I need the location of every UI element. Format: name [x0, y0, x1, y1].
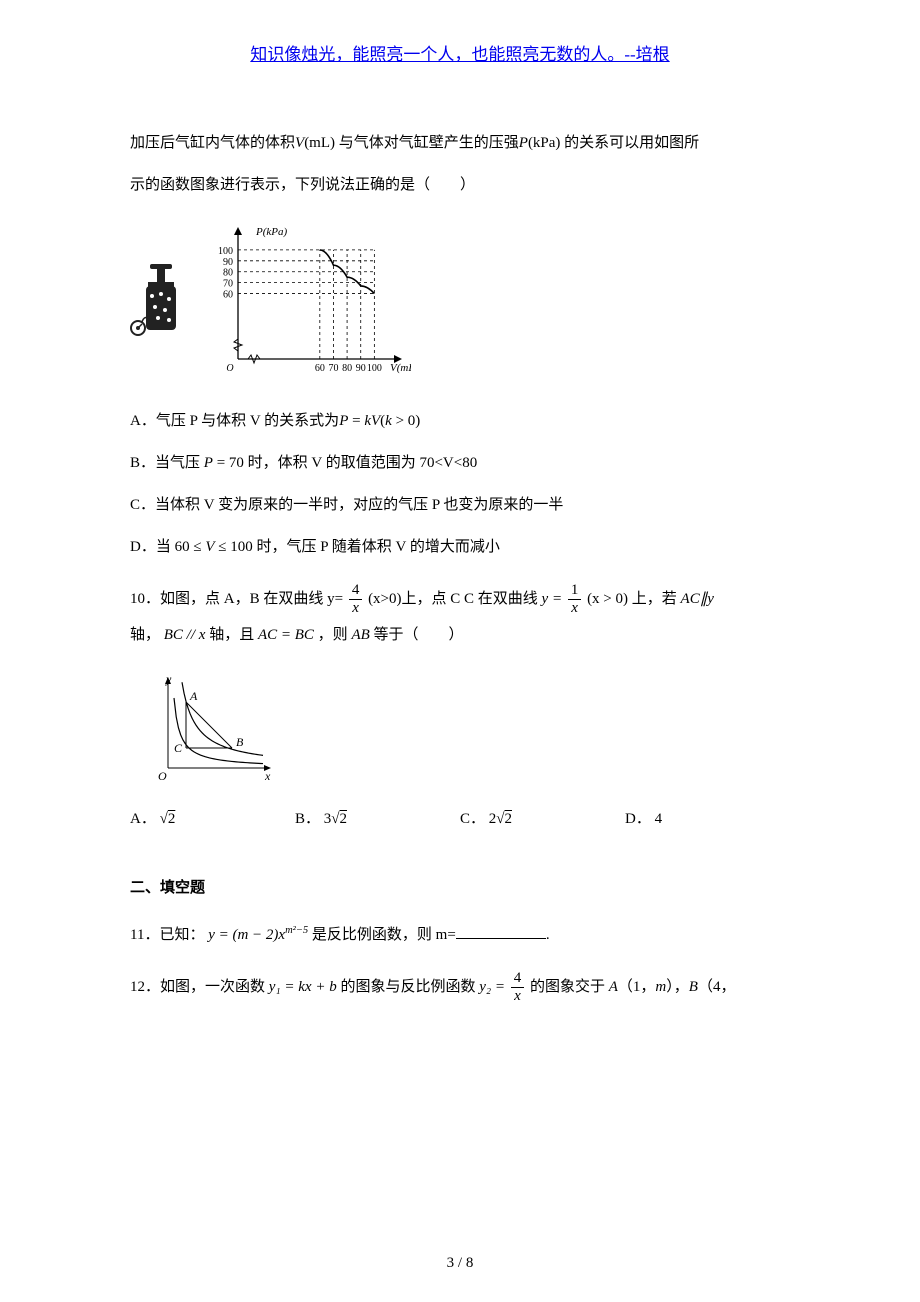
q10-s2c: ，则: [318, 627, 348, 643]
q10-s2d: 等于（ ）: [374, 627, 464, 643]
header-quote: 知识像烛光，能照亮一个人，也能照亮无数的人。--培根: [130, 40, 790, 65]
q9-option-d: D．当 60 ≤ V ≤ 100 时，气压 P 随着体积 V 的增大而减小: [130, 529, 790, 565]
q10-optD-label: D．: [625, 811, 651, 827]
q10-stem-line2: 轴， BC // x 轴，且 AC = BC ，则 AB 等于（ ）: [130, 622, 790, 649]
q9-stem-line2: 示的函数图象进行表示，下列说法正确的是（ ）: [130, 167, 790, 203]
svg-text:60: 60: [223, 290, 233, 301]
section2-heading: 二、填空题: [130, 876, 790, 897]
q10-optD-val: 4: [655, 811, 663, 827]
svg-text:x: x: [264, 769, 271, 783]
q10-optA-label: A．: [130, 811, 156, 827]
q12-tail: 的图象交于 A（1，m），B（4，: [530, 979, 736, 995]
q9-figure-row: P(kPa)V(mL) 6070809010060708090100O: [130, 219, 790, 379]
q10-figure: Oy x A B C: [150, 673, 790, 793]
svg-text:O: O: [226, 363, 233, 374]
q12-prefix: 12．如图，一次函数: [130, 979, 269, 995]
q11-suffix: 是反比例函数，则 m=: [312, 927, 456, 943]
svg-text:B: B: [236, 735, 244, 749]
svg-text:A: A: [189, 689, 198, 703]
q10-frac1-num: 4: [349, 583, 363, 600]
q11-prefix: 11．已知：: [130, 927, 204, 943]
q10-ab: AB: [351, 627, 369, 643]
q10-optB-label: B．: [295, 811, 320, 827]
q10-frac1-den: x: [349, 600, 363, 616]
q12-y1: y₁ = kx + b: [269, 979, 337, 995]
q10-frac2: 1 x: [568, 583, 582, 616]
q11-blank: [456, 924, 546, 939]
q10-optB-val: 3√2: [324, 811, 347, 827]
svg-text:O: O: [158, 769, 167, 783]
q10-stem-line1: 10．如图，点 A，B 在双曲线 y= 4 x (x>0)上，点 C C 在双曲…: [130, 583, 790, 616]
q10-s1b: (x>0)上，点 C C 在双曲线: [368, 591, 541, 607]
q10-s2b: 轴，且: [209, 627, 254, 643]
q9-stem-line1: 加压后气缸内气体的体积V(mL) 与气体对气缸壁产生的压强P(kPa) 的关系可…: [130, 125, 790, 161]
svg-text:70: 70: [223, 279, 233, 290]
svg-text:80: 80: [223, 268, 233, 279]
q10-s1c: 上，若: [632, 591, 677, 607]
q11-period: .: [546, 927, 550, 943]
q10-s2a: 轴，: [130, 627, 160, 643]
q9-option-c: C．当体积 V 变为原来的一半时，对应的气压 P 也变为原来的一半: [130, 487, 790, 523]
q10-eq: AC = BC: [258, 627, 314, 643]
q10-option-a: A． √2: [130, 807, 295, 828]
q11-exp: m²−5: [285, 925, 308, 936]
q10-frac2-pre: y =: [542, 591, 566, 607]
q10-graph: Oy x A B C: [150, 673, 275, 788]
q10-option-c: C． 2√2: [460, 807, 625, 828]
page-footer: 3 / 8: [0, 1255, 920, 1272]
svg-text:C: C: [174, 741, 183, 755]
svg-text:60: 60: [315, 363, 325, 374]
pump-icon: [130, 260, 186, 338]
q11: 11．已知： y = (m − 2)xm²−5 是反比例函数，则 m=.: [130, 917, 790, 953]
svg-text:100: 100: [367, 363, 382, 374]
q10-frac2-num: 1: [568, 583, 582, 600]
q10-frac2-den: x: [568, 600, 582, 616]
q10-s1a: 10．如图，点 A，B 在双曲线 y=: [130, 591, 343, 607]
q10-bcpar: BC // x: [164, 627, 206, 643]
q12-y2pre: y₂ =: [479, 979, 509, 995]
q9-option-a: A．气压 P 与体积 V 的关系式为P = kV(k > 0): [130, 403, 790, 439]
q12-mid: 的图象与反比例函数: [340, 979, 479, 995]
svg-text:80: 80: [342, 363, 352, 374]
q10-optC-val: 2√2: [489, 811, 512, 827]
q10-frac1: 4 x: [349, 583, 363, 616]
q11-expr: y = (m − 2)x: [208, 927, 285, 943]
q12: 12．如图，一次函数 y₁ = kx + b 的图象与反比例函数 y₂ = 4 …: [130, 971, 790, 1004]
svg-text:100: 100: [218, 246, 233, 257]
q9-option-b: B．当气压 P = 70 时，体积 V 的取值范围为 70<V<80: [130, 445, 790, 481]
q9-stem-text1: 加压后气缸内气体的体积V(mL) 与气体对气缸壁产生的压强P(kPa) 的关系可…: [130, 135, 699, 151]
svg-text:P(kPa): P(kPa): [255, 226, 287, 238]
svg-text:V(mL): V(mL): [390, 362, 411, 374]
q10-optA-val: √2: [160, 811, 176, 827]
q10-options: A． √2 B． 3√2 C． 2√2 D． 4: [130, 807, 790, 828]
svg-text:90: 90: [356, 363, 366, 374]
svg-text:90: 90: [223, 257, 233, 268]
svg-text:70: 70: [328, 363, 338, 374]
q10-option-d: D． 4: [625, 807, 790, 828]
q10-frac2-suf: (x > 0): [587, 591, 628, 607]
pv-chart: P(kPa)V(mL) 6070809010060708090100O: [206, 219, 411, 379]
q12-frac-den: x: [511, 988, 525, 1004]
q12-frac: 4 x: [511, 971, 525, 1004]
q10-acpar: AC∥y: [681, 591, 714, 607]
svg-text:y: y: [165, 673, 172, 686]
q10-option-b: B． 3√2: [295, 807, 460, 828]
q10-optC-label: C．: [460, 811, 485, 827]
q12-frac-num: 4: [511, 971, 525, 988]
